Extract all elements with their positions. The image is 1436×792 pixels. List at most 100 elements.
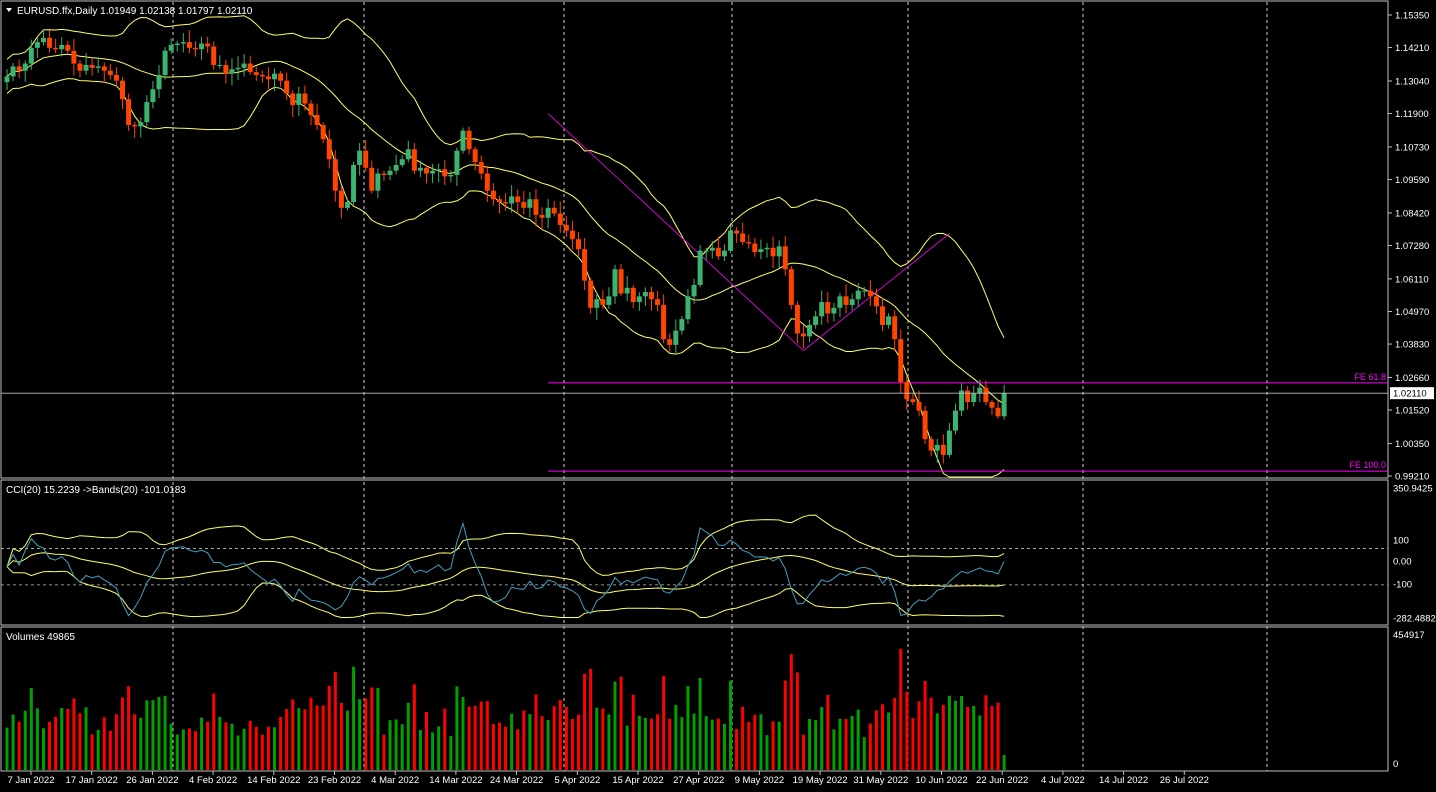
volume-bar <box>425 711 429 770</box>
candle-body <box>284 80 290 94</box>
volume-bar <box>187 728 191 770</box>
collapse-triangle-icon[interactable] <box>6 8 12 12</box>
candle-body <box>971 393 977 403</box>
volume-bar <box>680 717 684 770</box>
cci-tick-label: 350.9425 <box>1393 484 1433 495</box>
volume-bar <box>84 707 88 770</box>
volume-bar <box>309 697 313 770</box>
candle-body <box>265 76 271 80</box>
candle-body <box>144 102 150 123</box>
volume-bar <box>157 696 161 770</box>
volume-bar <box>96 729 100 770</box>
symbol-header[interactable]: EURUSD.ffx,Daily 1.01949 1.02138 1.01797… <box>6 6 253 17</box>
price-axis[interactable]: 1.15350 1.14210 1.13040 1.11900 1.10730 1.095… <box>1388 11 1429 483</box>
cci-tick-label: -100 <box>1393 580 1412 591</box>
price-tick-label: 1.10730 <box>1395 142 1429 153</box>
candle-body <box>977 387 983 394</box>
volume-bar <box>923 680 927 770</box>
volume-bar <box>753 714 757 770</box>
price-tick-label: 1.04970 <box>1395 307 1429 318</box>
candle-body <box>521 202 527 208</box>
candle-body <box>138 122 144 127</box>
volume-bar <box>783 680 787 770</box>
volume-bar <box>935 713 939 770</box>
volume-bar <box>534 694 538 770</box>
candle-body <box>630 287 636 303</box>
volume-min-label: 0 <box>1393 759 1398 770</box>
candle-body <box>624 287 630 294</box>
volume-bar <box>771 721 775 770</box>
candle-body <box>192 47 198 50</box>
volume-bar <box>273 727 277 770</box>
candle-body <box>338 190 344 208</box>
date-axis[interactable]: 7 Jan 2022 17 Jan 2022 26 Jan 2022 4 Feb 20… <box>7 771 1209 786</box>
volume-bar <box>497 722 501 770</box>
candle-body <box>642 292 648 297</box>
date-tick-label: 7 Jan 2022 <box>7 775 54 786</box>
candle-body <box>393 164 399 171</box>
volume-bar <box>844 719 848 770</box>
candle-body <box>1001 393 1007 417</box>
price-tick-label: 1.01520 <box>1395 406 1429 417</box>
candle-body <box>381 173 387 175</box>
volume-bar <box>455 686 459 770</box>
candle-body <box>849 299 855 305</box>
volume-bar <box>619 676 623 770</box>
volume-bar <box>972 706 976 770</box>
candle-body <box>636 296 642 303</box>
candle-body <box>369 167 375 191</box>
candle-body <box>800 333 806 337</box>
candle-body <box>454 150 460 175</box>
volume-bar <box>984 695 988 770</box>
volume-bar <box>789 654 793 770</box>
price-tick-label: 0.99210 <box>1395 472 1429 483</box>
volume-bar <box>528 714 532 770</box>
candle-body <box>898 339 904 383</box>
volume-bar <box>297 708 301 770</box>
candle-body <box>101 66 107 71</box>
candle-body <box>946 430 952 455</box>
candle-body <box>685 296 691 320</box>
volume-panel-frame <box>0 626 1389 772</box>
candle-body <box>308 103 314 115</box>
volume-bar <box>60 707 64 770</box>
price-tick-label: 1.08420 <box>1395 208 1429 219</box>
volume-bar <box>741 706 745 770</box>
volume-bar <box>643 717 647 770</box>
candle-body <box>65 44 71 51</box>
candle-body <box>10 66 16 77</box>
candle-body <box>673 330 679 345</box>
volume-bar <box>139 717 143 770</box>
price-tick-label: 1.00350 <box>1395 439 1429 450</box>
volume-panel[interactable]: Volumes 49865 <box>0 626 1389 772</box>
price-panel[interactable]: FE 61.8 FE 100.0 EURUSD.ffx,Daily 1.01949… <box>0 0 1389 479</box>
volume-bar <box>795 672 799 770</box>
date-tick-label: 22 Jun 2022 <box>976 775 1028 786</box>
candle-body <box>715 247 721 257</box>
candle-body <box>332 159 338 191</box>
candle-body <box>752 243 758 253</box>
cci-panel[interactable]: CCI(20) 15.2239 ->Bands(20) -101.0183 <box>0 479 1389 626</box>
fibo-levels[interactable]: FE 61.8 FE 100.0 <box>548 372 1388 472</box>
candle-body <box>606 296 612 305</box>
candle-body <box>819 302 825 317</box>
price-tick-label: 1.07280 <box>1395 241 1429 252</box>
candle-body <box>174 43 180 45</box>
candle-body <box>940 444 946 455</box>
fibo-expansion-trendlines[interactable] <box>547 113 950 351</box>
candle-body <box>460 130 466 151</box>
volume-bar <box>692 713 696 770</box>
candle-body <box>959 390 965 411</box>
candlestick-series <box>4 28 1007 464</box>
volume-bars <box>5 648 1006 770</box>
date-tick-label: 14 Feb 2022 <box>247 775 300 786</box>
volume-bar <box>48 721 52 770</box>
price-panel-frame <box>0 0 1389 479</box>
candle-body <box>150 89 156 103</box>
volume-bar <box>145 700 149 770</box>
volume-bar <box>953 700 957 770</box>
volume-bar <box>631 694 635 770</box>
volume-bar <box>674 704 678 770</box>
candle-body <box>387 170 393 175</box>
